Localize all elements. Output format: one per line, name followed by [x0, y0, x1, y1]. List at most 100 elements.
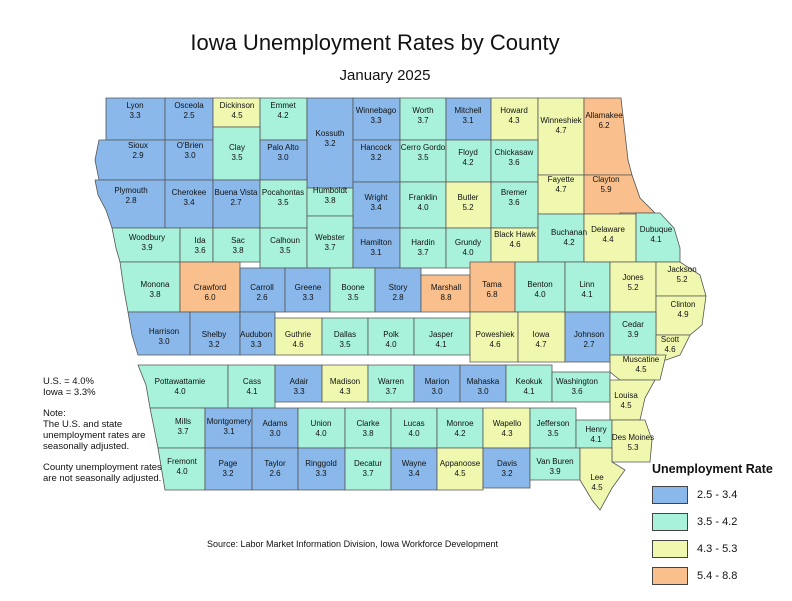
us-rate: U.S. = 4.0% — [43, 376, 94, 387]
county-name-label: Osceola — [174, 101, 204, 110]
note-seasonal: Note: The U.S. and state unemployment ra… — [43, 408, 146, 452]
county-rate-label: 3.5 — [417, 153, 429, 162]
county-rate-label: 3.3 — [129, 111, 141, 120]
county-rate-label: 5.2 — [676, 275, 688, 284]
county-rate-label: 4.0 — [462, 248, 474, 257]
county-name-label: Sac — [231, 236, 245, 245]
county-rate-label: 4.2 — [462, 158, 474, 167]
county-name-label: Black Hawk — [494, 230, 537, 239]
county-name-label: Des Moines — [612, 433, 654, 442]
county-rate-label: 3.7 — [177, 427, 189, 436]
county-name-label: Butler — [458, 193, 479, 202]
county-name-label: Emmet — [270, 101, 296, 110]
county-rate-label: 3.4 — [370, 203, 382, 212]
county-rate-label: 4.0 — [174, 387, 186, 396]
county-rate-label: 4.0 — [417, 203, 429, 212]
county-name-label: Benton — [527, 280, 552, 289]
county-rate-label: 4.3 — [501, 429, 513, 438]
county-rate-label: 3.2 — [222, 469, 234, 478]
county-jefferson — [529, 407, 577, 449]
county-monroe — [436, 407, 484, 449]
county-name-label: Chickasaw — [495, 148, 534, 157]
legend-label: 5.4 - 8.8 — [697, 570, 738, 582]
iowa-rate: Iowa = 3.3% — [43, 387, 96, 398]
county-appanoose — [436, 447, 484, 491]
county-rate-label: 3.6 — [508, 198, 520, 207]
county-name-label: Mills — [175, 417, 191, 426]
source-note: Source: Labor Market Information Divisio… — [207, 539, 498, 549]
county-rate-label: 2.8 — [392, 293, 404, 302]
county-rate-label: 3.7 — [385, 387, 397, 396]
county-rate-label: 4.2 — [563, 238, 575, 247]
county-rate-label: 3.6 — [571, 387, 583, 396]
county-name-label: Hancock — [360, 143, 392, 152]
county-rate-label: 3.3 — [293, 387, 305, 396]
county-rate-label: 2.6 — [269, 469, 281, 478]
county-rate-label: 2.8 — [125, 196, 137, 205]
county-rate-label: 2.9 — [132, 151, 144, 160]
county-rate-label: 3.6 — [508, 158, 520, 167]
county-name-label: Carroll — [250, 283, 274, 292]
legend-label: 4.3 - 5.3 — [697, 543, 738, 555]
county-sac — [212, 227, 261, 263]
county-rate-label: 5.2 — [627, 283, 639, 292]
county-rate-label: 5.2 — [462, 203, 474, 212]
county-rate-label: 4.1 — [650, 235, 662, 244]
county-rate-label: 6.8 — [486, 290, 498, 299]
county-rate-label: 5.9 — [600, 185, 612, 194]
county-rate-label: 3.4 — [408, 469, 420, 478]
county-rate-label: 3.8 — [232, 246, 244, 255]
county-name-label: Winnebago — [356, 106, 397, 115]
county-name-label: Appanoose — [440, 459, 481, 468]
county-name-label: Lyon — [126, 101, 143, 110]
county-name-label: Pottawattamie — [155, 377, 206, 386]
county-name-label: Dickinson — [220, 101, 255, 110]
county-name-label: Howard — [500, 106, 528, 115]
legend-swatch — [652, 513, 688, 531]
legend-swatch — [652, 540, 688, 558]
county-rate-label: 3.7 — [417, 248, 429, 257]
county-name-label: Page — [219, 459, 238, 468]
county-name-label: Audubon — [240, 330, 272, 339]
county-ida — [179, 227, 214, 263]
county-name-label: Monroe — [446, 419, 474, 428]
county-rate-label: 3.3 — [315, 469, 327, 478]
county-name-label: Marshall — [431, 283, 461, 292]
county-name-label: Clinton — [671, 300, 696, 309]
county-name-label: Worth — [412, 106, 433, 115]
county-rate-label: 3.2 — [324, 139, 336, 148]
county-lucas — [390, 407, 438, 449]
legend-title: Unemployment Rate — [652, 462, 773, 476]
county-rate-label: 4.5 — [635, 365, 647, 374]
county-rate-label: 4.0 — [315, 429, 327, 438]
county-name-label: Washington — [556, 377, 598, 386]
county-rate-label: 4.1 — [590, 435, 602, 444]
county-name-label: Fayette — [548, 175, 575, 184]
county-rate-label: 3.1 — [370, 248, 382, 257]
county-winneshiek — [537, 97, 585, 176]
county-name-label: Mahaska — [467, 377, 500, 386]
county-name-label: Iowa — [533, 330, 550, 339]
county-name-label: Lucas — [403, 419, 424, 428]
county-name-label: Wayne — [402, 459, 427, 468]
county-rate-label: 2.6 — [256, 293, 268, 302]
county-name-label: Floyd — [458, 148, 478, 157]
county-louisa — [609, 379, 656, 421]
map-title: Iowa Unemployment Rates by County — [190, 30, 560, 55]
county-name-label: Cedar — [622, 320, 644, 329]
legend-label: 3.5 - 4.2 — [697, 516, 738, 528]
legend-swatch — [652, 486, 688, 504]
county-rate-label: 3.2 — [501, 469, 513, 478]
county-name-label: Lee — [590, 473, 604, 482]
county-name-label: Bremer — [501, 188, 528, 197]
county-rate-label: 3.0 — [269, 429, 281, 438]
county-name-label: Muscatine — [623, 355, 660, 364]
county-name-label: Humboldt — [313, 186, 348, 195]
legend-item: 4.3 - 5.3 — [652, 540, 773, 558]
county-rate-label: 3.3 — [250, 340, 262, 349]
county-name-label: Warren — [378, 377, 404, 386]
county-wapello — [482, 407, 531, 449]
county-rate-label: 3.4 — [183, 198, 195, 207]
county-name-label: Buena Vista — [215, 188, 259, 197]
